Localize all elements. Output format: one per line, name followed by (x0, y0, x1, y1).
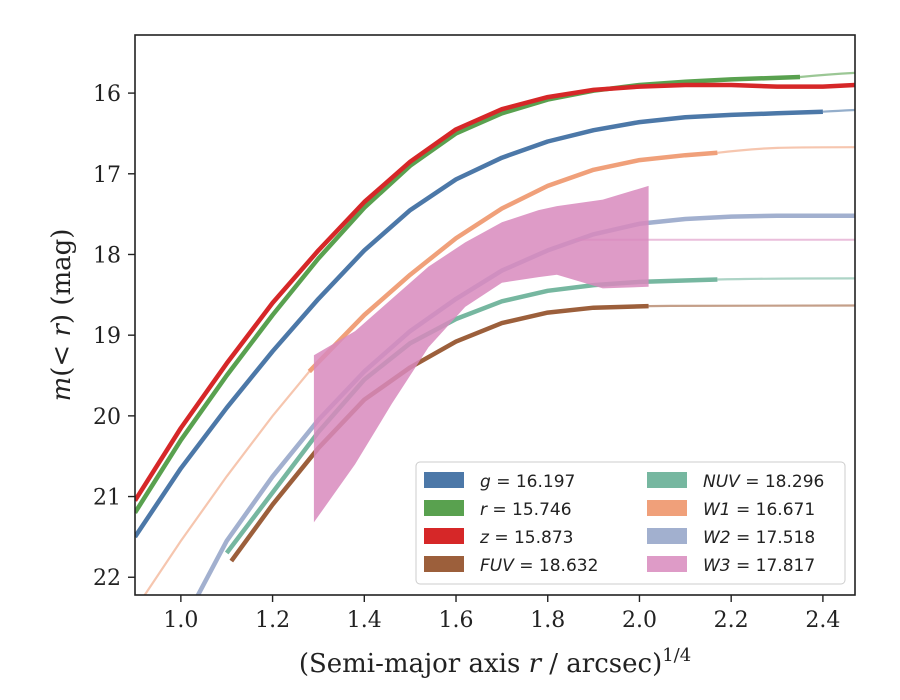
legend-item-z: z = 15.873 (424, 528, 573, 548)
y-tick-label: 18 (93, 243, 121, 268)
legend-box (415, 461, 846, 585)
plot-frame (134, 34, 856, 596)
legend-label: W1 = 16.671 (703, 500, 815, 520)
y-tick-label: 22 (93, 566, 121, 591)
legend-item-w1: W1 = 16.671 (647, 500, 815, 520)
y-tick-label: 21 (93, 486, 121, 511)
series-w1-extrapolated-start (143, 370, 311, 595)
series-fuv-curve (229, 303, 649, 563)
legend-label: g = 16.197 (480, 472, 575, 492)
series-r-curve (135, 74, 801, 514)
series-w1-extrapolated-end (717, 146, 855, 154)
series-g-curve (135, 109, 823, 539)
x-tick-label: 2.0 (622, 608, 657, 633)
legend-swatch (424, 528, 464, 544)
legend-item-w3: W3 = 17.817 (647, 556, 815, 576)
legend-label: r = 15.746 (480, 500, 572, 520)
legend-item-nuv: NUV = 18.296 (647, 472, 824, 492)
x-tick-label: 1.0 (163, 608, 198, 633)
legend-label: W2 = 17.518 (703, 528, 815, 548)
legend-label: z = 15.873 (479, 528, 573, 548)
legend-item-fuv: FUV = 18.632 (424, 556, 598, 576)
legend-item-g: g = 16.197 (424, 472, 575, 492)
series-w1-curve (307, 150, 718, 374)
legend-item-r: r = 15.746 (424, 500, 572, 520)
x-axis-label: (Semi-major axis r / arcsec)1/4 (299, 645, 691, 679)
x-tick-label: 2.4 (805, 608, 840, 633)
x-tick-label: 1.6 (439, 608, 474, 633)
y-tick-label: 16 (93, 82, 121, 107)
series-z-curve (135, 82, 855, 502)
legend-swatch (647, 500, 687, 516)
y-tick-label: 17 (93, 163, 121, 188)
legend-swatch (647, 528, 687, 544)
series-fuv-extrapolated-end (648, 304, 855, 308)
plot-area (135, 71, 855, 595)
series-g-extrapolated-end (822, 108, 855, 113)
legend-item-w2: W2 = 17.518 (647, 528, 815, 548)
x-tick-label: 1.2 (255, 608, 290, 633)
x-tick-label: 2.2 (714, 608, 749, 633)
legend-swatch (647, 556, 687, 572)
series-w3-band (313, 185, 649, 523)
legend-swatch (424, 500, 464, 516)
legend: g = 16.197 r = 15.746 z = 15.873 FUV = 18.6… (415, 461, 846, 585)
x-tick-label: 1.4 (347, 608, 382, 633)
y-tick-label: 19 (93, 324, 121, 349)
y-tick-label: 20 (93, 405, 121, 430)
series-nuv-extrapolated-end (717, 277, 855, 281)
legend-label: NUV = 18.296 (703, 472, 824, 492)
legend-swatch (647, 472, 687, 488)
legend-swatch (424, 472, 464, 488)
x-tick-label: 1.8 (530, 608, 565, 633)
legend-label: W3 = 17.817 (703, 556, 815, 576)
legend-label: FUV = 18.632 (480, 556, 598, 576)
y-axis-label: m(< r) (mag) (47, 229, 77, 402)
legend-swatch (424, 556, 464, 572)
series-r-extrapolated-end (799, 71, 855, 79)
